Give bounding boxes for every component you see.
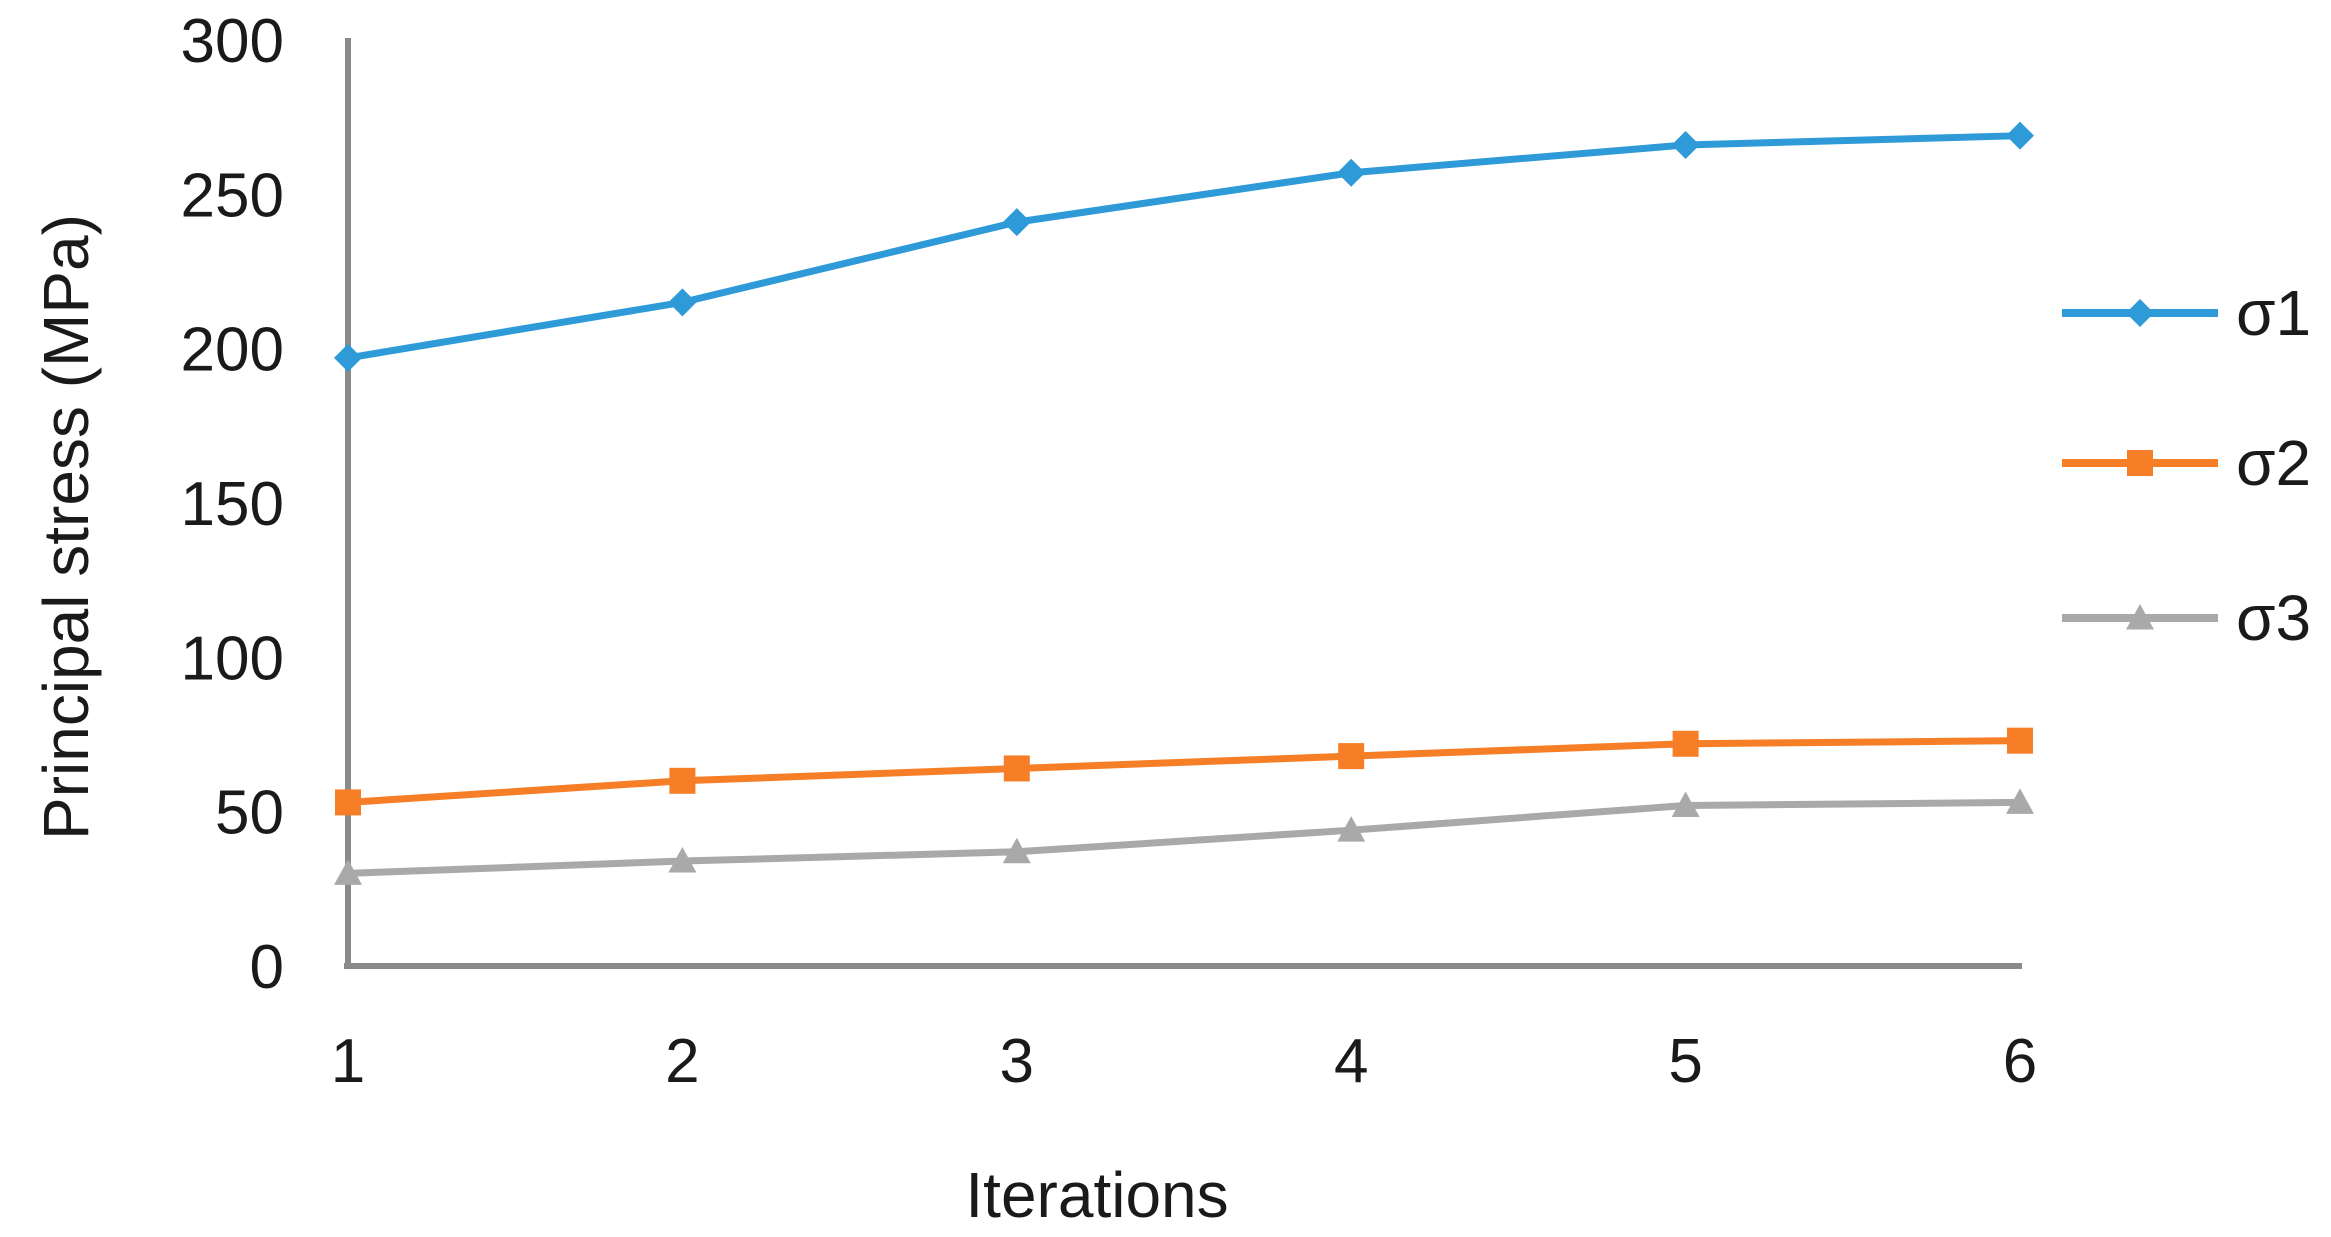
legend-marker-sigma3 bbox=[2126, 604, 2154, 630]
y-axis-tick-label: 0 bbox=[250, 933, 284, 1002]
x-axis-tick-label: 1 bbox=[331, 1027, 365, 1096]
legend-swatch-sigma1 bbox=[2062, 299, 2218, 327]
data-point-sigma2 bbox=[1672, 730, 1699, 757]
data-point-sigma1 bbox=[1671, 130, 1700, 159]
legend-swatch-sigma3 bbox=[2062, 604, 2218, 630]
y-axis-tick-label: 250 bbox=[181, 161, 284, 230]
legend-marker-sigma1 bbox=[2126, 299, 2154, 327]
data-point-sigma1 bbox=[2006, 121, 2034, 150]
data-point-sigma1 bbox=[334, 343, 362, 372]
x-axis-title: Iterations bbox=[965, 1159, 1229, 1231]
data-point-sigma1 bbox=[668, 288, 697, 317]
series-line-sigma3 bbox=[347, 798, 2021, 877]
y-axis-tick-label: 300 bbox=[181, 7, 284, 76]
legend-item-sigma2: σ2 bbox=[2060, 426, 2311, 500]
data-point-sigma3 bbox=[334, 859, 362, 885]
x-axis-tick-label: 3 bbox=[1000, 1027, 1034, 1096]
series-line-sigma1 bbox=[347, 132, 2021, 362]
series-markers-sigma3 bbox=[334, 788, 2034, 885]
series-line-sigma2 bbox=[347, 737, 2021, 806]
series-markers-sigma1 bbox=[334, 121, 2034, 372]
data-point-sigma2 bbox=[2007, 727, 2033, 754]
legend-label-sigma1: σ1 bbox=[2236, 277, 2312, 349]
y-axis-tick-label: 100 bbox=[181, 624, 284, 693]
data-point-sigma2 bbox=[669, 767, 696, 794]
data-point-sigma3 bbox=[668, 847, 697, 873]
legend-item-sigma3: σ3 bbox=[2060, 581, 2311, 655]
x-axis-tick-label: 6 bbox=[2003, 1027, 2037, 1096]
data-point-sigma2 bbox=[1338, 743, 1365, 770]
data-point-sigma2 bbox=[335, 789, 361, 816]
series-markers-sigma2 bbox=[335, 727, 2033, 816]
x-axis-tick-label: 4 bbox=[1334, 1027, 1368, 1096]
data-point-sigma2 bbox=[1003, 755, 1030, 782]
data-point-sigma3 bbox=[1337, 816, 1366, 842]
legend-label-sigma3: σ3 bbox=[2236, 582, 2312, 654]
y-axis-title: Principal stress (MPa) bbox=[30, 214, 102, 840]
x-axis-tick-label: 5 bbox=[1668, 1027, 1702, 1096]
legend-swatch-sigma2 bbox=[2062, 450, 2218, 476]
y-axis-tick-label: 200 bbox=[181, 316, 284, 385]
legend-item-sigma1: σ1 bbox=[2060, 276, 2311, 350]
data-point-sigma3 bbox=[1002, 837, 1031, 864]
legend-label-sigma2: σ2 bbox=[2236, 427, 2312, 499]
data-point-sigma1 bbox=[1337, 158, 1366, 187]
data-point-sigma3 bbox=[1671, 791, 1700, 817]
data-point-sigma1 bbox=[1002, 208, 1031, 237]
legend-marker-sigma2 bbox=[2127, 450, 2153, 476]
data-point-sigma3 bbox=[2006, 788, 2034, 814]
x-axis-tick-label: 2 bbox=[665, 1027, 699, 1096]
y-axis-tick-label: 50 bbox=[215, 779, 284, 848]
y-axis-tick-label: 150 bbox=[181, 470, 284, 539]
